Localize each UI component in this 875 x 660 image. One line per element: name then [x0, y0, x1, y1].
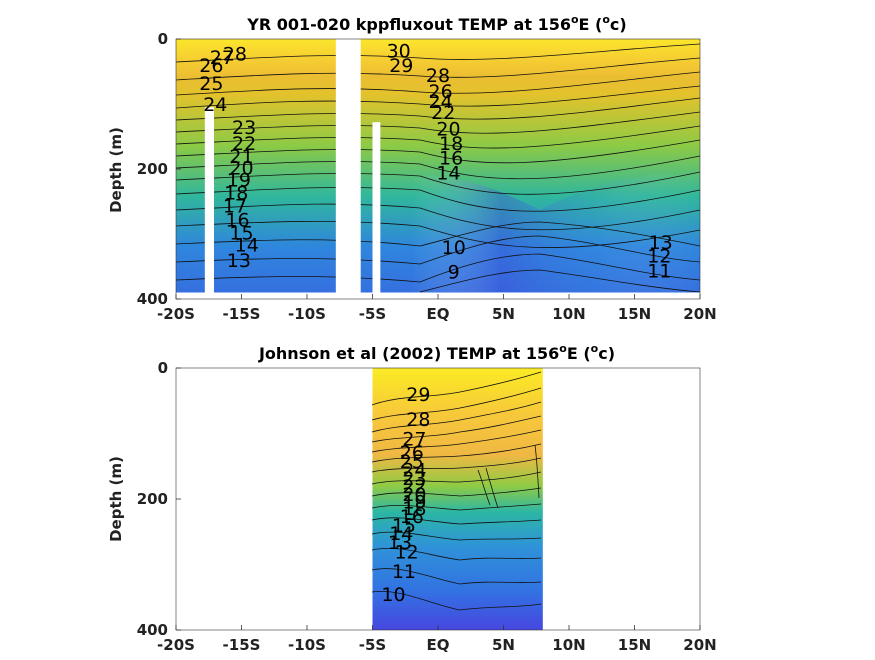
bottom-panel: Johnson et al (2002) TEMP at 156oE (oc)	[107, 342, 717, 654]
x-tick-label: EQ	[427, 636, 450, 654]
x-tick-label: -15S	[223, 636, 261, 654]
contour-label: 17	[223, 195, 247, 217]
contour-label: 14	[389, 523, 413, 545]
x-tick-label: 20N	[683, 305, 716, 323]
contour-label: 24	[429, 91, 453, 113]
y-tick-label: 0	[158, 30, 168, 48]
contour-label: 13	[649, 232, 673, 254]
y-tick-label: 400	[137, 290, 168, 308]
contour-label: 12	[647, 245, 671, 267]
x-tick-label: -5S	[359, 636, 386, 654]
contour-label: 15	[229, 223, 253, 245]
x-tick-label: EQ	[427, 305, 450, 323]
contour-label: 16	[225, 210, 249, 232]
x-tick-label: -15S	[223, 305, 261, 323]
x-tick-label: 5N	[492, 305, 515, 323]
contour-label: 27	[210, 47, 234, 69]
top-missing-data-columns	[204, 39, 381, 295]
contour-label: 22	[232, 133, 256, 155]
contour-label: 16	[400, 506, 424, 528]
bottom-y-axis: 0 200 400	[137, 359, 181, 639]
contour-label: 23	[232, 117, 256, 139]
x-tick-label: 10N	[552, 305, 585, 323]
top-surface-layer	[176, 39, 700, 292]
y-tick-label: 200	[137, 490, 168, 508]
contour-label: 26	[400, 442, 424, 464]
missing-data-column	[204, 107, 214, 295]
contour-label: 10	[442, 237, 466, 259]
contour-label: 28	[426, 65, 450, 87]
contour-label: 20	[402, 484, 426, 506]
top-x-axis: -20S -15S -10S -5S EQ 5N 10N 15N 20N	[157, 294, 717, 323]
y-tick-label: 0	[158, 359, 168, 377]
contour-label: 18	[224, 182, 248, 204]
contour-label: 30	[387, 41, 411, 63]
contour-label: 18	[402, 498, 426, 520]
contour-label: 11	[647, 260, 671, 282]
x-tick-label: 5N	[492, 636, 515, 654]
top-panel: YR 001-020 kppfluxout TEMP at 156oE (oc)	[107, 13, 717, 323]
top-y-axis: 0 200 400	[137, 30, 181, 308]
top-heatmap	[176, 39, 700, 295]
contour-label: 9	[448, 262, 460, 284]
contour-label: 26	[199, 55, 223, 77]
contour-label: 16	[439, 147, 463, 169]
missing-data-column	[372, 122, 381, 295]
contour-label: 29	[389, 55, 413, 77]
contour-label: 24	[203, 94, 227, 116]
contour-label: 22	[431, 102, 455, 124]
contour-label: 13	[388, 532, 412, 554]
x-tick-label: -20S	[157, 636, 195, 654]
contour-label: 27	[402, 429, 426, 451]
contour-label: 19	[227, 169, 251, 191]
top-contour-lines	[176, 43, 700, 293]
y-tick-label: 200	[137, 160, 168, 178]
bottom-y-axis-label: Depth (m)	[107, 456, 125, 542]
contour-label: 12	[394, 541, 418, 563]
top-y-axis-label: Depth (m)	[107, 127, 125, 213]
bottom-heatmap	[371, 368, 543, 630]
contour-label: 14	[235, 234, 259, 256]
contour-label: 28	[223, 43, 247, 65]
contour-label: 20	[436, 119, 460, 141]
missing-data-column	[335, 39, 361, 295]
contour-label: 29	[406, 384, 430, 406]
contour-label: 23	[402, 468, 426, 490]
contour-label: 28	[406, 409, 430, 431]
contour-label: 15	[392, 515, 416, 537]
contour-label: 19	[402, 492, 426, 514]
contour-label: 21	[229, 146, 253, 168]
contour-label: 13	[227, 250, 251, 272]
y-tick-label: 400	[137, 621, 168, 639]
contour-label: 25	[199, 73, 223, 95]
contour-label: 14	[436, 162, 460, 184]
contour-label: 20	[229, 158, 253, 180]
contour-label: 10	[381, 584, 405, 606]
x-tick-label: -10S	[288, 636, 326, 654]
bottom-x-axis: -20S -15S -10S -5S EQ 5N 10N 15N 20N	[157, 625, 717, 654]
x-tick-label: -20S	[157, 305, 195, 323]
bottom-temperature-field	[372, 368, 543, 630]
bottom-title: Johnson et al (2002) TEMP at 156oE (oc)	[258, 342, 615, 363]
x-tick-label: -5S	[359, 305, 386, 323]
x-tick-label: 15N	[618, 305, 651, 323]
x-tick-label: 10N	[552, 636, 585, 654]
contour-label: 25	[400, 451, 424, 473]
contour-label: 11	[392, 561, 416, 583]
top-title: YR 001-020 kppfluxout TEMP at 156oE (oc)	[246, 13, 626, 34]
contour-label: 26	[429, 81, 453, 103]
bottom-contour-lines	[371, 371, 542, 611]
x-tick-label: 15N	[618, 636, 651, 654]
x-tick-label: -10S	[288, 305, 326, 323]
contour-label: 18	[439, 133, 463, 155]
x-tick-label: 20N	[683, 636, 716, 654]
contour-label: 22	[402, 476, 426, 498]
contour-label: 24	[402, 460, 426, 482]
